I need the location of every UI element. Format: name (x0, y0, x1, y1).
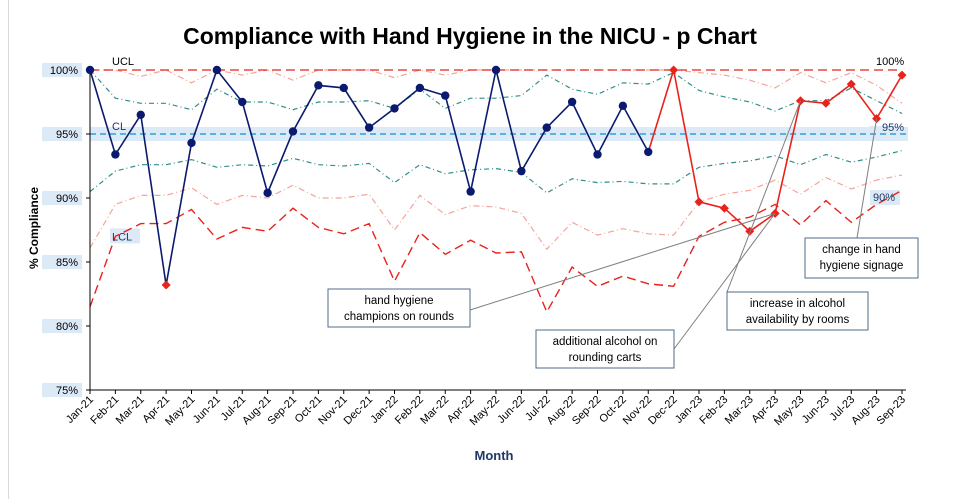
data-point (263, 188, 272, 198)
y-tick-label-band (42, 255, 82, 269)
y-tick-label: 100% (50, 65, 78, 77)
data-point-highlight (719, 203, 729, 213)
end-label-lcl: 90% (873, 192, 895, 204)
data-point-highlight (846, 79, 856, 89)
data-point (618, 101, 628, 111)
data-point (111, 150, 120, 159)
cl-label: CL (112, 121, 126, 133)
data-point-highlight (161, 280, 171, 290)
left-edge-divider (8, 0, 9, 499)
y-tick-label: 85% (56, 257, 78, 269)
lower-one-sigma-line (89, 174, 903, 251)
data-point (567, 97, 577, 107)
annotation-box (327, 288, 471, 328)
data-point (85, 65, 95, 75)
y-tick-label: 95% (56, 129, 78, 141)
annotation-text: hand hygiene (364, 295, 433, 307)
end-label-ucl: 100% (876, 56, 904, 68)
data-point (390, 104, 399, 113)
y-tick-label-band (42, 63, 82, 77)
data-point-highlight (745, 226, 755, 236)
annotation-box (726, 291, 869, 331)
x-tick-label: Jun-22 (495, 394, 527, 426)
annotation-leader-line (673, 213, 776, 350)
annotation-text: availability by rooms (746, 314, 850, 326)
data-point (136, 110, 145, 120)
annotation-text: rounding carts (569, 352, 642, 364)
data-point (644, 147, 653, 157)
x-tick-label: Dec-22 (646, 394, 680, 428)
annotation-box (804, 237, 919, 279)
lcl-line (89, 189, 903, 314)
y-axis-label: % Compliance (27, 187, 41, 269)
data-point-highlight (669, 65, 679, 75)
data-point (364, 123, 374, 132)
y-tick-label-band (42, 127, 82, 141)
x-tick-label: Sep-22 (570, 394, 604, 428)
data-point (542, 123, 551, 132)
data-point (288, 127, 298, 136)
y-tick-label-band (42, 383, 82, 397)
data-point (441, 91, 450, 100)
data-point (491, 65, 501, 75)
data-point (517, 166, 526, 176)
data-point (415, 83, 425, 93)
data-point (212, 65, 222, 75)
data-point (339, 83, 348, 93)
x-tick-label: Jun-23 (800, 394, 832, 426)
x-tick-label: Mar-21 (114, 394, 147, 427)
y-tick-label: 90% (56, 193, 78, 205)
x-tick-label: Sep-23 (875, 394, 909, 428)
y-tick-label: 75% (56, 385, 78, 397)
end-label-band (870, 190, 900, 205)
chart-title: Compliance with Hand Hygiene in the NICU… (183, 23, 757, 49)
lcl-label-band (110, 228, 140, 244)
lcl-label: LCL (112, 231, 132, 243)
y-tick-label-band (42, 319, 82, 333)
data-point (238, 97, 247, 107)
end-label-cl: 95% (882, 122, 904, 134)
x-tick-label: Mar-23 (723, 394, 756, 427)
annotation-leader-line (856, 118, 878, 239)
annotation-text: additional alcohol on (553, 336, 658, 348)
y-tick-label: 80% (56, 321, 78, 333)
baseline-series-line (89, 68, 650, 286)
x-tick-label: Mar-22 (418, 394, 451, 427)
y-tick-label-band (42, 191, 82, 205)
annotation-leader-line (469, 212, 776, 311)
lower-two-sigma-line (89, 150, 903, 194)
x-tick-label: Jun-21 (191, 394, 223, 426)
data-point-highlight (821, 98, 831, 108)
annotation-leader-line (726, 100, 801, 293)
data-point (187, 138, 196, 148)
annotation-text: hygiene signage (820, 260, 904, 272)
data-point (593, 150, 602, 159)
annotation-box (535, 329, 675, 369)
upper-two-sigma-line (89, 69, 903, 115)
data-point-highlight (694, 197, 704, 207)
data-point (466, 187, 475, 196)
ucl-label: UCL (112, 56, 134, 68)
annotation-text: increase in alcohol (750, 298, 845, 310)
x-tick-label: Sep-21 (266, 394, 300, 428)
data-point-highlight (897, 70, 907, 80)
data-point (314, 81, 323, 90)
annotation-text: champions on rounds (344, 311, 454, 323)
annotation-text: change in hand (822, 244, 901, 256)
x-axis-label: Month (475, 448, 514, 463)
x-tick-label: Dec-21 (342, 394, 376, 428)
